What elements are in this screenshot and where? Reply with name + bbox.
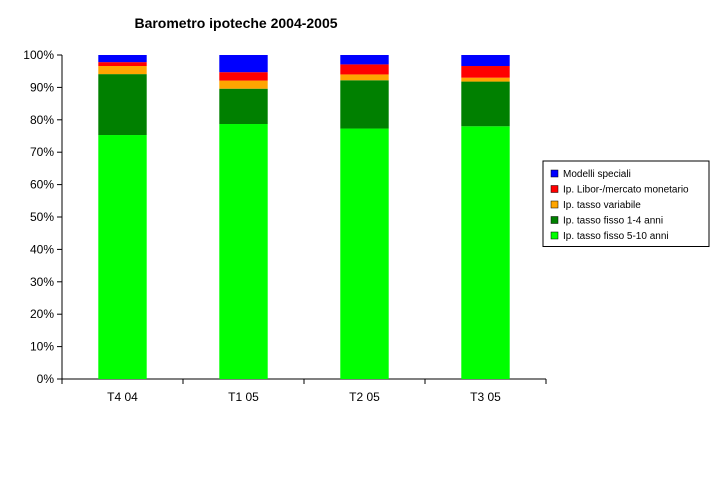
- bar-segment: [219, 88, 268, 125]
- x-tick-label: T3 05: [470, 390, 501, 404]
- y-tick-label: 90%: [30, 80, 54, 94]
- x-tick-label: T2 05: [349, 390, 380, 404]
- y-tick-label: 100%: [23, 48, 54, 62]
- y-tick-label: 70%: [30, 145, 54, 159]
- x-tick-label: T4 04: [107, 390, 138, 404]
- bar-segment: [219, 124, 268, 380]
- legend-swatch: [550, 169, 559, 178]
- bar-segment: [98, 62, 147, 67]
- y-tick-label: 0%: [37, 372, 55, 386]
- legend-swatch: [550, 216, 559, 224]
- legend-swatch: [550, 200, 559, 209]
- legend-swatch: [550, 185, 559, 193]
- legend-swatch: [550, 231, 559, 240]
- legend-box: [542, 160, 710, 247]
- bar-segment: [461, 55, 510, 67]
- y-tick-label: 40%: [30, 242, 54, 256]
- legend-label: Ip. tasso variabile: [563, 200, 641, 211]
- y-tick-label: 60%: [30, 178, 54, 192]
- bar-segment: [340, 74, 389, 81]
- bar-segment: [98, 135, 147, 379]
- bar-segment: [98, 74, 147, 136]
- y-tick-label: 50%: [30, 210, 54, 224]
- legend: Modelli speciali Ip. Libor-/mercato monet…: [542, 160, 710, 247]
- legend-label: Ip. tasso fisso 5-10 anni: [563, 231, 669, 242]
- y-tick-label: 30%: [30, 275, 54, 289]
- legend-label: Ip. Libor-/mercato monetario: [563, 185, 689, 196]
- bar-segment: [461, 66, 510, 78]
- y-tick-label: 10%: [30, 340, 54, 354]
- bar-segment: [340, 64, 389, 75]
- bar-segment: [461, 81, 510, 127]
- bars: [98, 55, 510, 380]
- bar-segment: [461, 77, 510, 82]
- bar-segment: [219, 80, 268, 89]
- chart-title: Barometro ipoteche 2004-2005: [134, 15, 337, 31]
- legend-label: Ip. tasso fisso 1-4 anni: [563, 216, 663, 227]
- bar-segment: [219, 55, 268, 73]
- bar-segment: [219, 72, 268, 81]
- bar-segment: [340, 80, 389, 129]
- bar-segment: [340, 128, 389, 379]
- bar-segment: [340, 55, 389, 65]
- legend-label: Modelli speciali: [563, 169, 631, 180]
- bar-segment: [98, 55, 147, 63]
- bar-segment: [98, 66, 147, 75]
- axes: 0% 10% 20% 30% 40% 50% 60% 70% 80% 90% 100% T4 04 T1…: [23, 48, 547, 404]
- y-tick-label: 20%: [30, 307, 54, 321]
- x-tick-label: T1 05: [228, 390, 259, 404]
- y-tick-label: 80%: [30, 113, 54, 127]
- bar-segment: [461, 126, 510, 379]
